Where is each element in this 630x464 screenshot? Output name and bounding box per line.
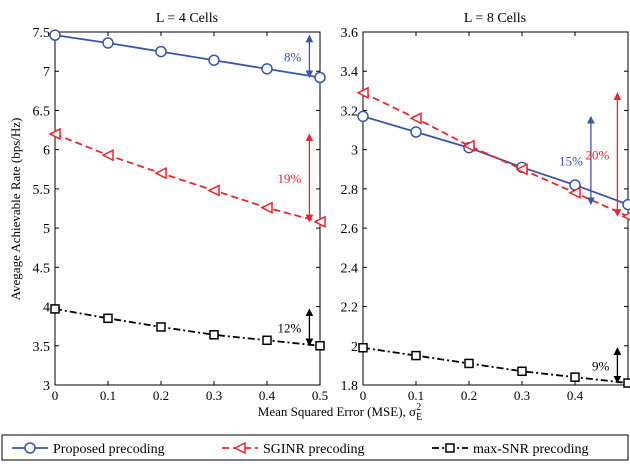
data-point-square [50, 304, 60, 314]
y-tick-label: 5 [43, 222, 50, 237]
plot-frame [362, 31, 629, 386]
gap-label: 20% [586, 148, 610, 163]
data-point-square [411, 350, 421, 361]
x-tick-label: 0.2 [153, 388, 169, 403]
data-point-triangle-left [101, 148, 114, 162]
legend-marker-triangle-left [233, 441, 246, 455]
data-point-triangle-left [48, 127, 61, 141]
y-tick-label: 2.8 [341, 183, 359, 198]
data-point-circle [357, 110, 369, 123]
data-point-square [517, 366, 527, 377]
data-point-square [156, 322, 166, 332]
gap-label: 19% [278, 171, 302, 186]
data-point-square [315, 341, 325, 351]
y-axis-label: Avegage Achievable Rate (bps/Hz) [8, 118, 23, 301]
data-point-square [570, 372, 580, 382]
data-point-circle [102, 37, 114, 49]
gap-label: 12% [278, 320, 302, 335]
data-point-triangle-left [515, 163, 528, 176]
y-tick-label: 7.5 [33, 26, 51, 41]
y-tick-label: 3.6 [341, 26, 359, 41]
data-point-square [358, 342, 368, 353]
legend-marker-circle [24, 442, 36, 454]
data-point-triangle-left [260, 201, 273, 214]
panel-title: L = 8 Cells [464, 11, 526, 26]
data-point-triangle-left [207, 184, 220, 197]
y-tick-label: 3.5 [33, 340, 51, 355]
y-tick-label: 7 [43, 65, 50, 80]
legend-marker-square [445, 443, 455, 453]
data-point-circle [155, 45, 167, 58]
y-tick-label: 4.5 [33, 261, 51, 276]
y-tick-label: 5.5 [33, 183, 51, 198]
x-tick-label: 0.3 [206, 388, 222, 403]
chart-panel-l8: L = 8 Cells 1.8 2 2.2 2.4 2.6 2.8 3 3.2 3.4 3.6 0 0… [341, 11, 630, 403]
x-tick-label: 0.3 [514, 388, 530, 403]
y-tick-label: 4 [43, 301, 50, 316]
data-point-triangle-left [621, 212, 630, 221]
data-point-square [209, 330, 219, 340]
x-tick-label: 0.2 [461, 388, 477, 403]
chart-panel-l4: L = 4 Cells 3 3.5 4 4.5 5 5.5 6 6.5 7 7.5 0 0.1 0.2 0… [33, 11, 329, 403]
y-tick-label: 3 [43, 379, 50, 394]
data-point-square [464, 358, 474, 369]
data-point-circle [622, 198, 630, 211]
x-tick-label: 0 [52, 388, 59, 403]
data-point-circle [208, 54, 220, 66]
legend-box [1, 434, 629, 461]
y-tick-label: 1.8 [341, 379, 359, 394]
data-point-triangle-left [409, 112, 422, 125]
x-axis-label: Mean Squared Error (MSE), σE2 [258, 402, 422, 423]
series-line-triangle-left [54, 133, 321, 223]
plot-frame [54, 31, 321, 386]
y-tick-label: 2.2 [341, 301, 359, 316]
x-axis-label-subscript: E [416, 412, 422, 423]
gap-label: 15% [559, 153, 583, 168]
y-tick-label: 3 [351, 144, 358, 159]
y-tick-label: 2 [351, 340, 358, 355]
x-tick-label: 0.5 [312, 388, 328, 403]
series-line-triangle-left [362, 91, 629, 218]
y-tick-label: 6 [43, 144, 50, 159]
panel-title: L = 4 Cells [156, 11, 218, 26]
data-point-triangle-left [462, 139, 475, 152]
x-tick-label: 0.1 [408, 388, 424, 403]
data-point-triangle-left [356, 86, 369, 100]
gap-label: 9% [592, 358, 610, 373]
data-point-circle [261, 63, 273, 75]
legend-label: max-SNR precoding [473, 442, 588, 457]
data-point-square [623, 378, 630, 388]
data-point-circle [314, 71, 326, 84]
legend: Proposed precoding SGINR precoding max-SNR… [1, 434, 629, 461]
x-tick-label: 0 [360, 388, 367, 403]
data-point-square [262, 335, 272, 346]
legend-label: Proposed precoding [53, 442, 165, 457]
data-point-square [103, 313, 113, 324]
series-line-square [362, 346, 629, 384]
y-tick-label: 2.6 [341, 222, 359, 237]
y-tick-label: 2.4 [341, 261, 359, 276]
data-point-triangle-left [154, 166, 167, 180]
x-axis-label-superscript: 2 [416, 402, 421, 413]
series-line-circle [54, 34, 321, 79]
x-tick-label: 0.4 [259, 388, 276, 403]
x-axis-label-main: Mean Squared Error (MSE), σ [258, 404, 416, 419]
y-tick-label: 3.4 [341, 65, 359, 80]
data-point-circle [410, 126, 422, 138]
data-point-triangle-left [313, 215, 326, 229]
x-tick-label: 0.4 [567, 388, 584, 403]
data-point-circle [49, 29, 61, 41]
y-tick-label: 3.2 [341, 104, 359, 119]
data-point-triangle-left [568, 186, 581, 200]
x-tick-label: 0.1 [100, 388, 116, 403]
gap-label: 8% [284, 49, 302, 64]
y-tick-label: 6.5 [33, 104, 51, 119]
legend-label: SGINR precoding [263, 442, 365, 457]
